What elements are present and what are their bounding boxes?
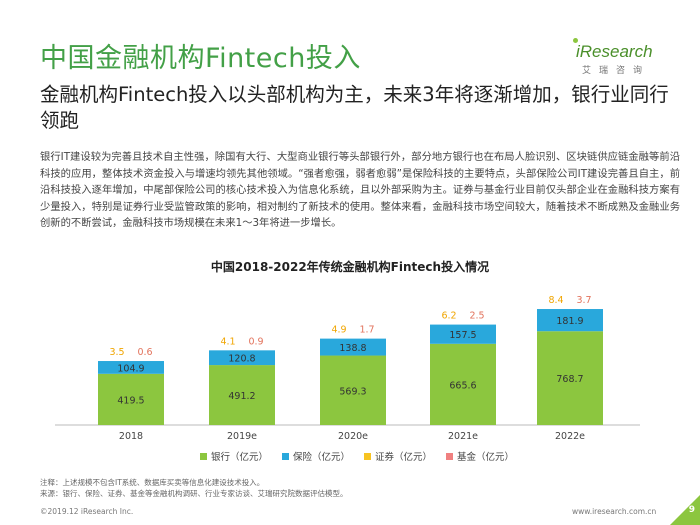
page-subtitle: 金融机构Fintech投入以头部机构为主，未来3年将逐渐增加，银行业同行领跑 [40,83,669,132]
x-tick-2018: 2018 [119,431,143,442]
label-securities-2019e: 4.1 [220,336,235,347]
legend-label: 银行（亿元） [211,452,269,463]
bar-bank-2021e [430,343,496,425]
logo-dot-icon [573,38,578,43]
legend-item: 保险（亿元） [282,449,350,463]
label-securities-2021e: 6.2 [441,311,456,322]
legend-item: 基金（亿元） [446,449,514,463]
bar-insurance-2018 [98,361,164,374]
x-tick-2020e: 2020e [338,431,368,442]
label-fund-2018: 0.6 [137,347,152,358]
note-line-1: 注释：上述规模不包含IT系统、数据库买卖等信息化建设技术投入。 [40,478,265,487]
corner-decoration [670,495,700,525]
footer-copyright: ©2019.12 iResearch Inc. [40,507,134,516]
label-bank-2018: 419.5 [117,395,144,406]
label-securities-2018: 3.5 [109,347,124,358]
label-securities-2020e: 4.9 [331,325,346,336]
iresearch-logo: iResearch 艾瑞咨询 [572,38,664,76]
stacked-bar-chart: 419.5 104.9 3.5 0.6 2018 491.2 120.8 4.1 0.9 2019… [55,295,640,442]
page-number: 9 [688,505,695,515]
label-insurance-2020e: 138.8 [339,343,366,354]
footer-website: www.iresearch.com.cn [572,507,657,516]
x-tick-2021e: 2021e [448,431,478,442]
legend-swatch [200,452,207,460]
body-paragraph: 银行IT建设较为完善且技术自主性强，除国有大行、大型商业银行等头部银行外，部分地… [40,151,680,229]
page-title: 中国金融机构Fintech投入 [40,43,361,74]
label-bank-2019e: 491.2 [228,391,255,402]
x-tick-2019e: 2019e [227,431,257,442]
bar-insurance-2022e [537,309,603,332]
legend-swatch [446,452,454,460]
logo-cn: 艾瑞咨询 [582,66,651,76]
bar-bank-2020e [320,355,386,425]
label-insurance-2018: 104.9 [117,363,144,374]
label-insurance-2022e: 181.9 [556,316,583,327]
label-insurance-2019e: 120.8 [228,354,255,365]
logo-brand: iResearch [576,42,653,61]
notes: 注释：上述规模不包含IT系统、数据库买卖等信息化建设技术投入。 来源：银行、保险… [40,477,348,499]
legend-label: 基金（亿元） [457,452,515,463]
bar-bank-2022e [537,331,603,425]
legend-label: 证券（亿元） [375,452,433,463]
bar-bank-2018 [98,373,164,425]
label-bank-2021e: 665.6 [449,380,476,391]
legend-swatch [282,452,290,460]
label-fund-2020e: 1.7 [359,325,374,336]
legend-item: 证券（亿元） [364,449,432,463]
legend-item: 银行（亿元） [200,449,268,463]
bar-insurance-2020e [320,338,386,356]
bar-bank-2019e [209,365,275,425]
legend-label: 保险（亿元） [293,452,351,463]
chart-title: 中国2018-2022年传统金融机构Fintech投入情况 [210,260,490,274]
legend-swatch [364,452,372,460]
label-securities-2022e: 8.4 [548,295,563,306]
label-fund-2022e: 3.7 [576,295,591,306]
label-fund-2021e: 2.5 [469,311,484,322]
chart-legend: 银行（亿元） 保险（亿元） 证券（亿元） 基金（亿元） [200,449,514,463]
bar-insurance-2019e [209,350,275,366]
bar-insurance-2021e [430,324,496,344]
label-bank-2020e: 569.3 [339,386,366,397]
x-tick-2022e: 2022e [555,431,585,442]
note-line-2: 来源：银行、保险、证券、基金等金融机构调研、行业专家访谈、艾瑞研究院数据评估模型… [40,489,348,498]
label-insurance-2021e: 157.5 [449,330,476,341]
label-fund-2019e: 0.9 [248,336,263,347]
label-bank-2022e: 768.7 [556,374,583,385]
